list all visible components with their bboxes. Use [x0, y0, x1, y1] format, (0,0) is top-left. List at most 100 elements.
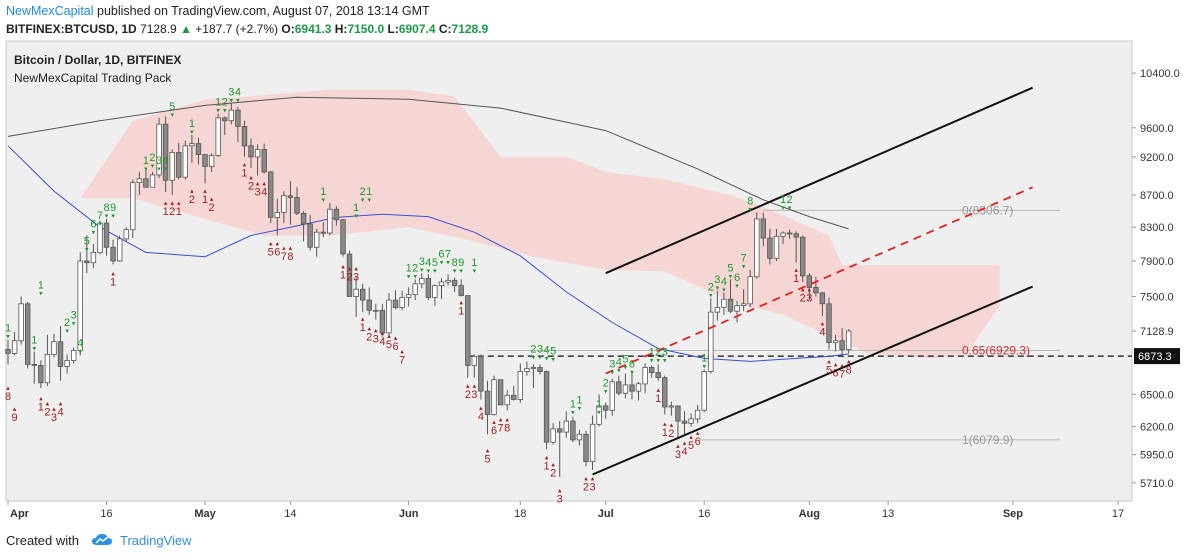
td-down-count: 3 — [353, 271, 359, 283]
td-down-count: 7 — [399, 355, 405, 367]
td-up-count: 3 — [419, 256, 425, 268]
td-down-count: 1 — [458, 305, 464, 317]
td-down-marker: ▴ — [663, 421, 667, 428]
candle-body — [287, 195, 294, 198]
td-up-count: 5 — [84, 235, 90, 247]
td-down-marker: ▴ — [354, 265, 358, 272]
td-down-marker: ▴ — [827, 358, 831, 365]
candle-body — [616, 381, 622, 394]
td-up-marker: ▾ — [656, 357, 660, 364]
moving-averages — [7, 96, 849, 362]
td-down-count: 1 — [360, 322, 366, 334]
author-link[interactable]: NewMexCapital — [6, 4, 94, 18]
td-up-marker: ▾ — [164, 166, 168, 173]
candle-body — [18, 303, 24, 342]
time-axis[interactable]: Apr 16 May 14 Jun 18 Jul 16 Aug 13 Sep 17 — [7, 501, 1124, 520]
x-tick-label: 13 — [882, 508, 894, 520]
candle-body — [103, 222, 110, 248]
candle-body — [767, 237, 773, 259]
candle-body — [609, 381, 615, 411]
td-down-count: 2 — [465, 389, 471, 401]
fib-label: 1(6079.9) — [962, 433, 1013, 447]
td-down-count: 5 — [484, 454, 490, 466]
td-up-marker: ▾ — [748, 207, 752, 214]
td-down-count: 2 — [346, 271, 352, 283]
candle-body — [570, 420, 576, 441]
td-down-count: 6 — [392, 341, 398, 353]
td-down-count: 4 — [681, 446, 687, 458]
td-up-count: 2 — [412, 262, 418, 274]
td-up-marker: ▾ — [630, 370, 634, 377]
td-up-marker: ▾ — [6, 334, 10, 341]
candle-body — [740, 303, 747, 306]
td-down-marker: ▴ — [499, 417, 503, 424]
candle-body — [405, 294, 412, 298]
td-up-marker: ▾ — [709, 292, 713, 299]
candle-body — [156, 123, 162, 176]
td-up-marker: ▾ — [39, 290, 43, 297]
td-up-marker: ▾ — [85, 246, 89, 253]
td-down-marker: ▴ — [558, 487, 562, 494]
td-down-count: 8 — [846, 364, 852, 376]
td-down-count: 2 — [44, 407, 50, 419]
candle-body — [300, 212, 307, 225]
candle-body — [248, 145, 254, 158]
td-up-count: 4 — [163, 155, 169, 167]
candle-body — [747, 276, 753, 305]
candle-body — [320, 231, 326, 234]
td-up-marker: ▾ — [78, 348, 82, 355]
td-down-count: 3 — [471, 389, 477, 401]
candle-body — [412, 283, 418, 295]
candle-body — [267, 171, 274, 218]
td-up-count: 5 — [169, 101, 175, 113]
candle-body — [675, 405, 681, 422]
open-label: O: — [281, 22, 295, 36]
td-up-marker: ▾ — [571, 410, 575, 417]
td-up-count: 5 — [622, 353, 628, 365]
candle-body — [800, 236, 806, 277]
td-down-marker: ▴ — [170, 200, 174, 207]
high-label: H: — [334, 22, 348, 36]
td-up-marker: ▾ — [722, 287, 726, 294]
td-down-count: 4 — [57, 407, 63, 419]
tradingview-brand[interactable]: TradingView — [120, 533, 192, 548]
td-down-count: 5 — [688, 440, 694, 452]
td-up-count: 1 — [701, 352, 707, 364]
td-up-count: 2 — [655, 346, 661, 358]
candle-body — [832, 340, 839, 344]
candle-body — [373, 309, 379, 312]
candle-body — [110, 246, 116, 262]
td-down-marker: ▴ — [361, 316, 365, 323]
candle-body — [530, 367, 537, 369]
td-up-marker: ▾ — [453, 268, 457, 275]
td-up-marker: ▾ — [144, 166, 148, 173]
tradingview-logo-icon[interactable] — [91, 533, 113, 550]
td-down-marker: ▴ — [13, 406, 17, 413]
td-up-count: 7 — [445, 248, 451, 260]
candle-body — [241, 126, 248, 147]
candle-body — [576, 433, 583, 441]
td-down-count: 2 — [550, 467, 556, 479]
td-down-marker: ▴ — [794, 267, 798, 274]
ma-slow-line — [7, 96, 849, 230]
td-up-count: 2 — [530, 343, 536, 355]
candle-body — [727, 298, 734, 312]
td-up-marker: ▾ — [420, 267, 424, 274]
y-tick-label: 6500.0 — [1140, 389, 1174, 401]
td-down-marker: ▴ — [46, 401, 50, 408]
price-axis[interactable]: 5710.0 5950.0 6200.0 6500.0 7128.9 7500.0 7900… — [1132, 68, 1180, 490]
td-up-marker: ▾ — [578, 405, 582, 412]
td-down-marker: ▴ — [459, 299, 463, 306]
td-down-count: 3 — [51, 412, 57, 424]
candle-body — [629, 384, 635, 392]
td-down-count: 2 — [583, 481, 589, 493]
candle-body — [786, 232, 793, 235]
td-up-count: 3 — [156, 155, 162, 167]
candle-body — [123, 229, 129, 240]
td-down-count: 1 — [340, 270, 346, 282]
td-up-marker: ▾ — [702, 363, 706, 370]
td-down-marker: ▴ — [683, 440, 687, 447]
td-down-marker: ▴ — [282, 245, 286, 252]
td-down-count: 1 — [662, 427, 668, 439]
